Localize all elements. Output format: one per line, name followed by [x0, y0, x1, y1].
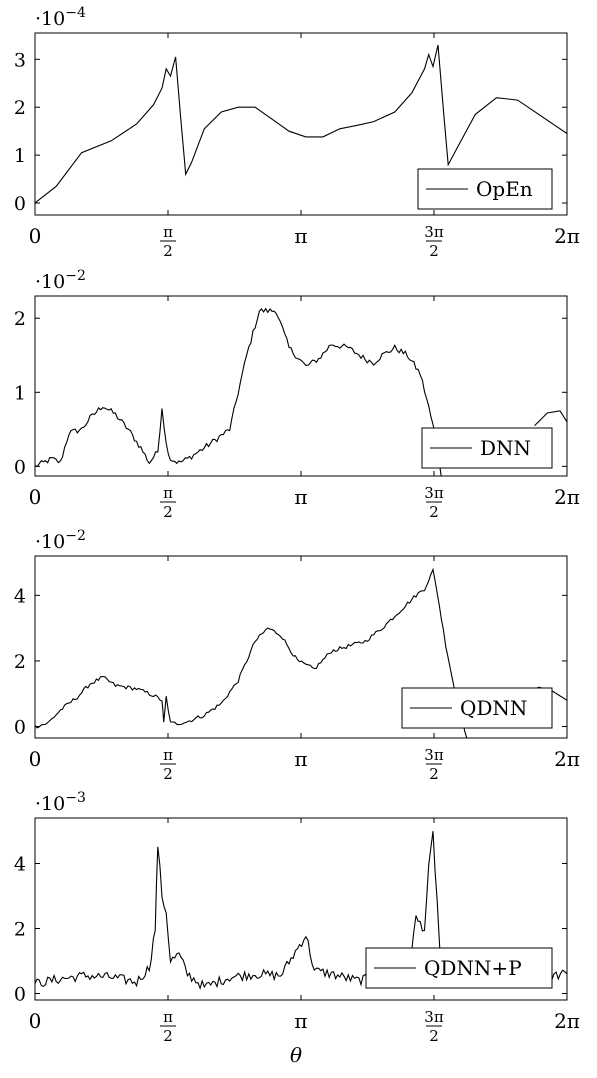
y-tick-label: 3 — [14, 49, 26, 71]
x-tick-label: 0 — [29, 485, 42, 509]
legend-label: OpEn — [476, 177, 533, 201]
axis-exponent-label: ·10−3 — [35, 790, 86, 815]
x-tick-label-denominator: 2 — [429, 242, 439, 260]
y-tick-label: 2 — [14, 308, 26, 330]
y-tick-label: 2 — [14, 919, 26, 941]
x-tick-label-numerator: 3π — [424, 223, 444, 241]
x-tick-label: 2π — [554, 485, 580, 509]
x-tick-label-numerator: 3π — [424, 484, 444, 502]
y-tick-label: 0 — [14, 193, 26, 215]
y-tick-label: 2 — [14, 97, 26, 119]
axis-exponent-label: ·10−2 — [35, 268, 86, 293]
y-tick-label: 0 — [14, 717, 26, 739]
y-tick-label: 4 — [14, 585, 26, 607]
axis-exponent-label: ·10−4 — [35, 5, 86, 30]
x-tick-label: 2π — [554, 224, 580, 248]
x-tick-label: π — [294, 1009, 307, 1033]
x-tick-label: π — [294, 747, 307, 771]
y-tick-label: 0 — [14, 984, 26, 1006]
x-tick-label: 2π — [554, 747, 580, 771]
x-tick-label-denominator: 2 — [429, 503, 439, 521]
x-tick-label-denominator: 2 — [163, 765, 173, 783]
legend-label: QDNN — [460, 696, 527, 720]
series-line-segment-1 — [534, 410, 567, 426]
x-tick-label-numerator: π — [163, 484, 173, 502]
legend-label: QDNN+P — [424, 956, 522, 980]
x-tick-label-numerator: 3π — [424, 746, 444, 764]
x-tick-label: 0 — [29, 224, 42, 248]
y-tick-label: 4 — [14, 854, 26, 876]
x-tick-label-numerator: π — [163, 1008, 173, 1026]
x-tick-label-numerator: π — [163, 223, 173, 241]
x-tick-label-denominator: 2 — [429, 1027, 439, 1045]
x-tick-label: 0 — [29, 1009, 42, 1033]
y-tick-label: 2 — [14, 651, 26, 673]
x-tick-label: π — [294, 224, 307, 248]
x-tick-label: 2π — [554, 1009, 580, 1033]
y-tick-label: 1 — [14, 382, 26, 404]
series-line-dnn — [35, 307, 442, 476]
x-tick-label-denominator: 2 — [163, 242, 173, 260]
x-tick-label-denominator: 2 — [163, 1027, 173, 1045]
x-tick-label-numerator: 3π — [424, 1008, 444, 1026]
series-line-open — [35, 44, 567, 204]
x-axis-label: θ — [290, 1043, 302, 1067]
axis-exponent-label: ·10−2 — [35, 528, 86, 553]
x-tick-label-denominator: 2 — [429, 765, 439, 783]
x-tick-label: 0 — [29, 747, 42, 771]
y-tick-label: 0 — [14, 456, 26, 478]
legend-label: DNN — [480, 436, 531, 460]
series-line-qdnn — [35, 567, 567, 738]
x-tick-label-numerator: π — [163, 746, 173, 764]
x-tick-label: π — [294, 485, 307, 509]
x-tick-label-denominator: 2 — [163, 503, 173, 521]
y-tick-label: 1 — [14, 145, 26, 167]
